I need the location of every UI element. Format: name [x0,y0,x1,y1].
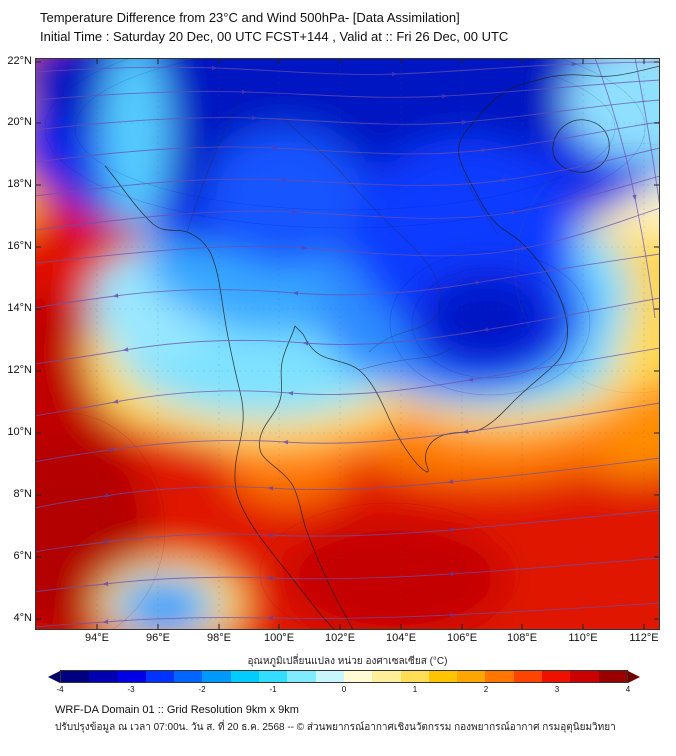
map-border [35,58,660,630]
lon-tick-label: 106°E [446,632,478,644]
header: Temperature Difference from 23°C and Win… [40,8,508,46]
colorbar-tick-label: -3 [127,685,135,694]
footer-credit: ปรับปรุงข้อมูล ณ เวลา 07:00น. วัน ส. ที่… [55,722,616,733]
lat-tick-label: 12°N [7,364,32,376]
colorbar-tick-label: -2 [198,685,206,694]
wind-streamlines [35,58,660,628]
lon-tick-label: 112°E [629,632,659,644]
colorbar-segment [513,671,543,682]
colorbar-segment [117,671,146,682]
colorbar-segment [230,671,260,682]
colorbar-segment [259,671,288,682]
colorbar-segment [570,671,599,682]
colorbar-segment [89,671,118,682]
colorbar-gradient [60,670,628,683]
lon-tick-label: 102°E [324,632,356,644]
lon-tick-label: 104°E [385,632,417,644]
colorbar-segment [174,671,203,682]
colorbar-tick-label: 0 [341,685,347,694]
colorbar [48,670,640,683]
lat-tick-label: 18°N [7,178,32,190]
colorbar-title: อุณหภูมิเปลี่ยนแปลง หน่วย องศาเซลเซียส (… [247,656,448,667]
lon-tick-label: 96°E [146,632,170,644]
colorbar-segment [400,671,429,682]
colorbar-left-arrow [48,670,60,683]
colorbar-tick-label: -1 [269,685,277,694]
colorbar-segment [428,671,458,682]
colorbar-segment [542,671,571,682]
colorbar-segment [287,671,316,682]
lat-tick-label: 22°N [7,55,32,67]
colorbar-tick-label: 2 [483,685,489,694]
lon-tick-label: 110°E [568,632,598,644]
map-frame: 22°N 20°N 18°N 16°N 14°N 12°N 10°N 8°N 6°N 4°N 94… [7,55,660,644]
lat-tick-label: 6°N [13,550,32,562]
lat-tick-label: 10°N [7,426,32,438]
lon-axis: 94°E 96°E 98°E 100°E 102°E 104°E 106°E 108°E 110… [35,632,660,646]
colorbar-segment [598,671,627,682]
lat-tick-label: 14°N [7,302,32,314]
colorbar-segment [343,671,373,682]
map-subtitle: Initial Time : Saturday 20 Dec, 00 UTC F… [40,29,509,44]
map-title: Temperature Difference from 23°C and Win… [40,10,460,25]
lon-tick-label: 98°E [207,632,231,644]
lat-axis: 22°N 20°N 18°N 16°N 14°N 12°N 10°N 8°N 6°N 4°N [0,55,32,630]
colorbar-tick-label: -4 [56,685,64,694]
lat-tick-label: 4°N [13,612,32,624]
lat-tick-label: 8°N [13,488,32,500]
colorbar-segment [61,671,90,682]
colorbar-segment [315,671,344,682]
map-canvas [35,58,660,630]
colorbar-segment [372,671,401,682]
footer: WRF-DA Domain 01 :: Grid Resolution 9km … [55,704,616,735]
lon-tick-label: 94°E [85,632,109,644]
lon-tick-label: 108°E [506,632,538,644]
lat-tick-label: 20°N [7,116,32,128]
colorbar-tick-label: 4 [625,685,631,694]
colorbar-segment [145,671,175,682]
colorbar-right-arrow [628,670,640,683]
colorbar-tick-label: 3 [554,685,560,694]
colorbar-segment [457,671,486,682]
colorbar-ticks: -4 -3 -2 -1 0 1 2 3 4 [56,685,631,695]
lat-tick-label: 16°N [7,240,32,252]
footer-domain-info: WRF-DA Domain 01 :: Grid Resolution 9km … [55,704,299,716]
colorbar-segment [202,671,231,682]
colorbar-tick-label: 1 [412,685,418,694]
lon-tick-label: 100°E [263,632,295,644]
colorbar-segment [485,671,514,682]
